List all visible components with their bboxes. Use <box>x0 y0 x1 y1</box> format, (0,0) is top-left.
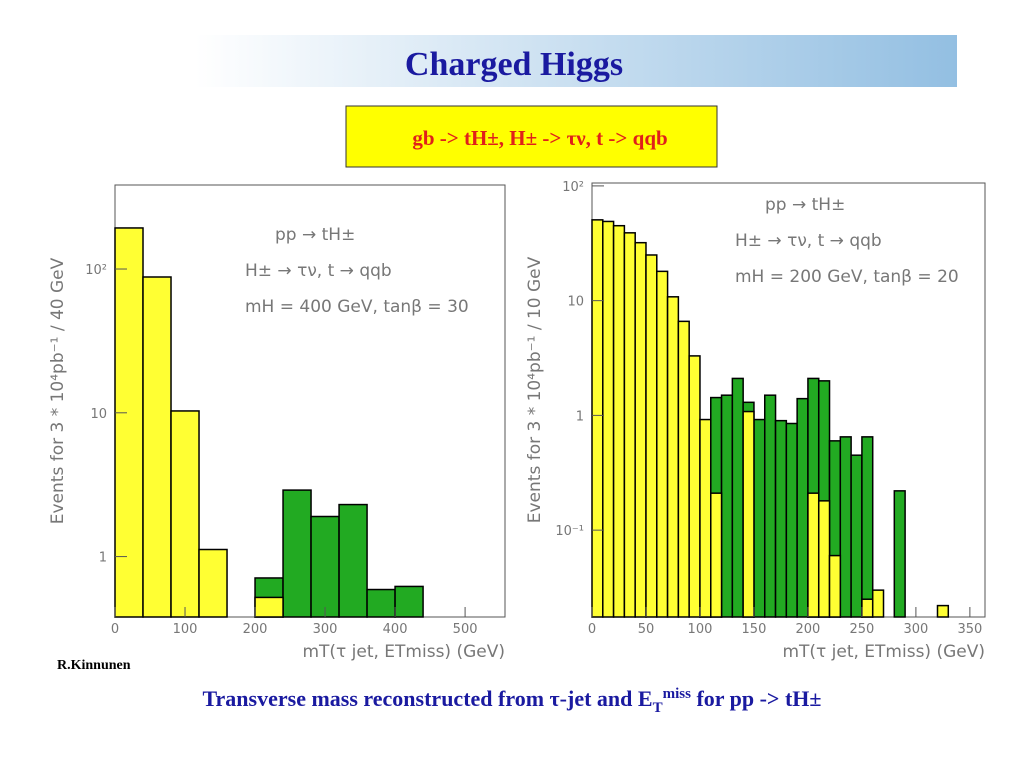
histogram-bar <box>366 588 396 618</box>
histogram-bar <box>839 436 852 618</box>
histogram-bar <box>591 219 604 618</box>
annotation: mH = 400 GeV, tanβ = 30 <box>245 297 469 317</box>
x-tick-label: 150 <box>742 622 767 637</box>
caption: Transverse mass reconstructed from τ-jet… <box>203 686 822 716</box>
histogram-bar <box>634 241 647 618</box>
annotation: pp → tH± <box>765 195 845 215</box>
y-tick-label: 1 <box>99 551 107 566</box>
annotation: pp → tH± <box>275 225 355 245</box>
histogram-bar <box>796 397 809 618</box>
x-tick-label: 200 <box>796 622 821 637</box>
histogram-bar <box>114 227 144 618</box>
x-axis-label: mT(τ jet, ETmiss) (GeV) <box>782 642 985 662</box>
caption-sup: miss <box>663 686 692 702</box>
title-band <box>195 35 957 87</box>
subtitle-box <box>345 105 718 168</box>
histogram-bar <box>612 224 626 618</box>
histogram-bar <box>602 220 615 618</box>
histogram-bar <box>861 436 874 618</box>
histogram-bar <box>645 254 658 618</box>
histogram-bar <box>731 377 744 618</box>
x-tick-label: 400 <box>383 622 408 637</box>
x-axis-label: mT(τ jet, ETmiss) (GeV) <box>302 642 505 662</box>
histogram-bar <box>720 394 734 618</box>
histogram-bar <box>710 492 723 618</box>
histogram-bar <box>774 419 788 618</box>
histogram-bar <box>807 492 820 618</box>
histogram-bar <box>677 320 690 618</box>
x-tick-label: 500 <box>453 622 478 637</box>
slide-title: Charged Higgs <box>405 46 623 83</box>
x-tick-label: 0 <box>111 622 119 637</box>
histogram-bar <box>850 454 863 618</box>
x-tick-label: 100 <box>173 622 198 637</box>
histogram-bar <box>753 418 766 618</box>
histogram-bar <box>688 355 701 618</box>
histogram-bar <box>310 515 340 618</box>
annotation: H± → τν, t → qqb <box>245 261 392 281</box>
histogram-bar <box>817 500 831 618</box>
author: R.Kinnunen <box>57 658 131 673</box>
caption-sub: T <box>653 700 663 716</box>
histogram-bar <box>763 394 777 618</box>
histogram-bar <box>623 232 636 618</box>
x-tick-label: 50 <box>638 622 655 637</box>
x-tick-label: 100 <box>688 622 713 637</box>
histogram-bar <box>282 489 312 618</box>
histogram-bar <box>394 585 424 618</box>
histogram-bar <box>666 296 680 618</box>
histogram-bar <box>142 276 172 618</box>
histogram-bar <box>742 410 755 618</box>
x-tick-label: 300 <box>903 622 928 637</box>
histogram-bar <box>338 503 368 618</box>
x-tick-label: 200 <box>243 622 268 637</box>
x-tick-label: 0 <box>588 622 596 637</box>
caption-text: for pp -> tH± <box>691 686 822 711</box>
caption-text: Transverse mass reconstructed from τ-jet… <box>203 686 653 711</box>
histogram-bar <box>861 598 874 618</box>
annotation: mH = 200 GeV, tanβ = 20 <box>735 267 959 287</box>
histogram-bar <box>198 548 228 618</box>
histogram-bar <box>936 604 950 618</box>
histogram-bar <box>699 418 712 618</box>
histogram-bar <box>656 270 669 618</box>
y-tick-label: 10² <box>85 263 107 278</box>
histogram-bar <box>893 490 906 618</box>
y-tick-label: 10² <box>562 180 584 195</box>
y-axis-label: Events for 3 * 10⁴pb⁻¹ / 40 GeV <box>48 257 68 524</box>
annotation: H± → τν, t → qqb <box>735 231 882 251</box>
x-tick-label: 300 <box>313 622 338 637</box>
histogram-bar <box>828 554 842 618</box>
subtitle: gb -> tH±, H± -> τν, t -> qqb <box>412 126 667 150</box>
y-tick-label: 10 <box>567 295 584 310</box>
x-tick-label: 350 <box>957 622 982 637</box>
y-tick-label: 10⁻¹ <box>555 524 584 539</box>
histogram-bar <box>170 410 200 618</box>
y-tick-label: 10 <box>90 407 107 422</box>
histogram-bar <box>785 422 798 618</box>
y-tick-label: 1 <box>576 409 584 424</box>
histogram-bar <box>871 589 885 618</box>
y-axis-label: Events for 3 * 10⁴pb⁻¹ / 10 GeV <box>525 256 545 523</box>
x-tick-label: 250 <box>850 622 875 637</box>
histogram-bar <box>254 596 284 618</box>
